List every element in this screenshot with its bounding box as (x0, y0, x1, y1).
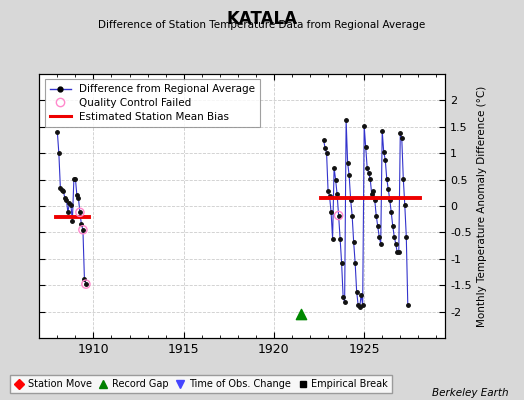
Legend: Station Move, Record Gap, Time of Obs. Change, Empirical Break: Station Move, Record Gap, Time of Obs. C… (10, 375, 392, 393)
Text: Berkeley Earth: Berkeley Earth (432, 388, 508, 398)
Difference from Regional Average (63, 197, 70, 202)
Quality Control Failed (82, 281, 90, 287)
Difference from Regional Average (59, 188, 65, 192)
Line: Difference from Regional Average: Difference from Regional Average (56, 130, 88, 286)
Y-axis label: Monthly Temperature Anomaly Difference (°C): Monthly Temperature Anomaly Difference (… (477, 85, 487, 327)
Estimated Station Mean Bias (86, 214, 92, 219)
Difference from Regional Average (81, 276, 88, 281)
Difference from Regional Average (62, 196, 68, 200)
Difference from Regional Average (69, 218, 75, 223)
Difference from Regional Average (83, 282, 89, 286)
Difference from Regional Average (60, 189, 67, 194)
Point (297, 311, 305, 318)
Difference from Regional Average (75, 196, 82, 200)
Quality Control Failed (76, 209, 84, 216)
Difference from Regional Average (54, 130, 60, 134)
Legend: Difference from Regional Average, Quality Control Failed, Estimated Station Mean: Difference from Regional Average, Qualit… (45, 79, 260, 127)
Difference from Regional Average (66, 201, 72, 206)
Difference from Regional Average (77, 210, 83, 215)
Difference from Regional Average (80, 227, 86, 232)
Text: KATALA: KATALA (226, 10, 298, 28)
Difference from Regional Average (72, 176, 79, 181)
Point (334, 212, 343, 219)
Text: Difference of Station Temperature Data from Regional Average: Difference of Station Temperature Data f… (99, 20, 425, 30)
Estimated Station Mean Bias (52, 214, 59, 219)
Difference from Regional Average (78, 222, 84, 227)
Quality Control Failed (79, 226, 87, 233)
Difference from Regional Average (68, 202, 74, 207)
Difference from Regional Average (56, 151, 62, 156)
Difference from Regional Average (57, 185, 63, 190)
Difference from Regional Average (74, 193, 80, 198)
Difference from Regional Average (65, 210, 71, 215)
Difference from Regional Average (71, 176, 77, 181)
